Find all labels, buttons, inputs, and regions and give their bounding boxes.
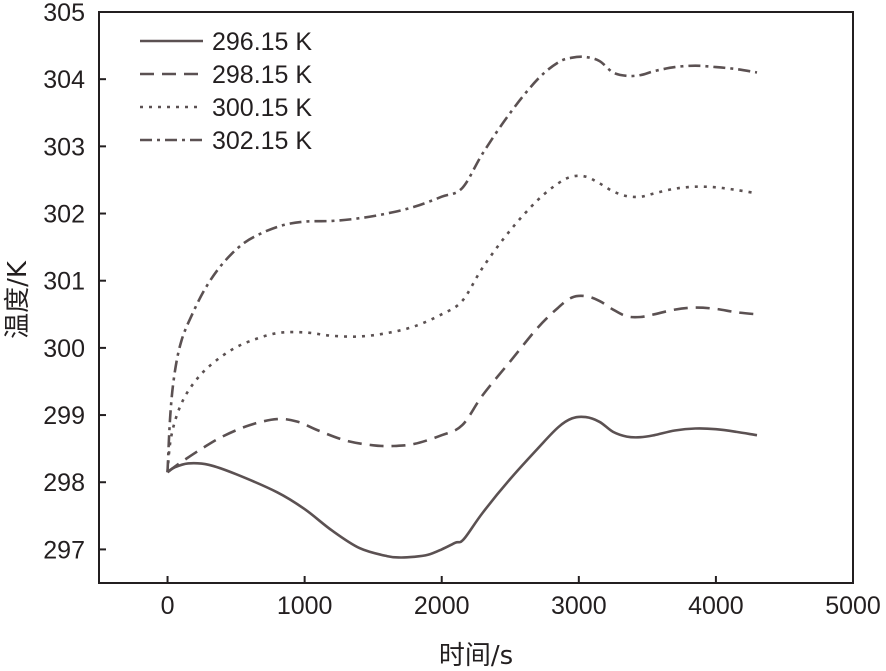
series-lines	[166, 55, 758, 559]
x-tick-label: 4000	[688, 592, 744, 620]
legend-label: 296.15 K	[212, 28, 312, 56]
plot-frame	[98, 11, 854, 584]
legend-label: 302.15 K	[212, 127, 312, 155]
y-axis-title: 温度/K	[3, 260, 33, 339]
y-tick-label: 304	[43, 66, 85, 94]
y-tick-label: 300	[43, 335, 85, 363]
series-line-4	[166, 55, 758, 473]
y-tick-label: 305	[43, 0, 85, 27]
x-tick-label: 2000	[414, 592, 470, 620]
y-axis-ticks: 297 298 299 300 301 302 303 304 305	[43, 0, 106, 564]
y-tick-label: 301	[43, 268, 85, 296]
legend-label: 300.15 K	[212, 94, 312, 122]
series-line-3	[166, 174, 758, 473]
y-tick-label: 297	[43, 536, 85, 564]
legend: 296.15 K 298.15 K 300.15 K 302.15 K	[140, 28, 312, 155]
y-tick-label: 303	[43, 133, 85, 161]
x-axis-title: 时间/s	[439, 641, 513, 671]
x-tick-label: 5000	[825, 592, 881, 620]
x-tick-label: 0	[161, 592, 175, 620]
series-line-1	[166, 415, 758, 559]
y-tick-label: 302	[43, 201, 85, 229]
y-tick-label: 299	[43, 402, 85, 430]
series-line-2	[166, 294, 758, 474]
x-axis-ticks: 0 1000 2000 3000 4000 5000	[161, 576, 881, 620]
x-tick-label: 3000	[551, 592, 607, 620]
x-tick-label: 1000	[277, 592, 333, 620]
legend-label: 298.15 K	[212, 61, 312, 89]
y-tick-label: 298	[43, 469, 85, 497]
